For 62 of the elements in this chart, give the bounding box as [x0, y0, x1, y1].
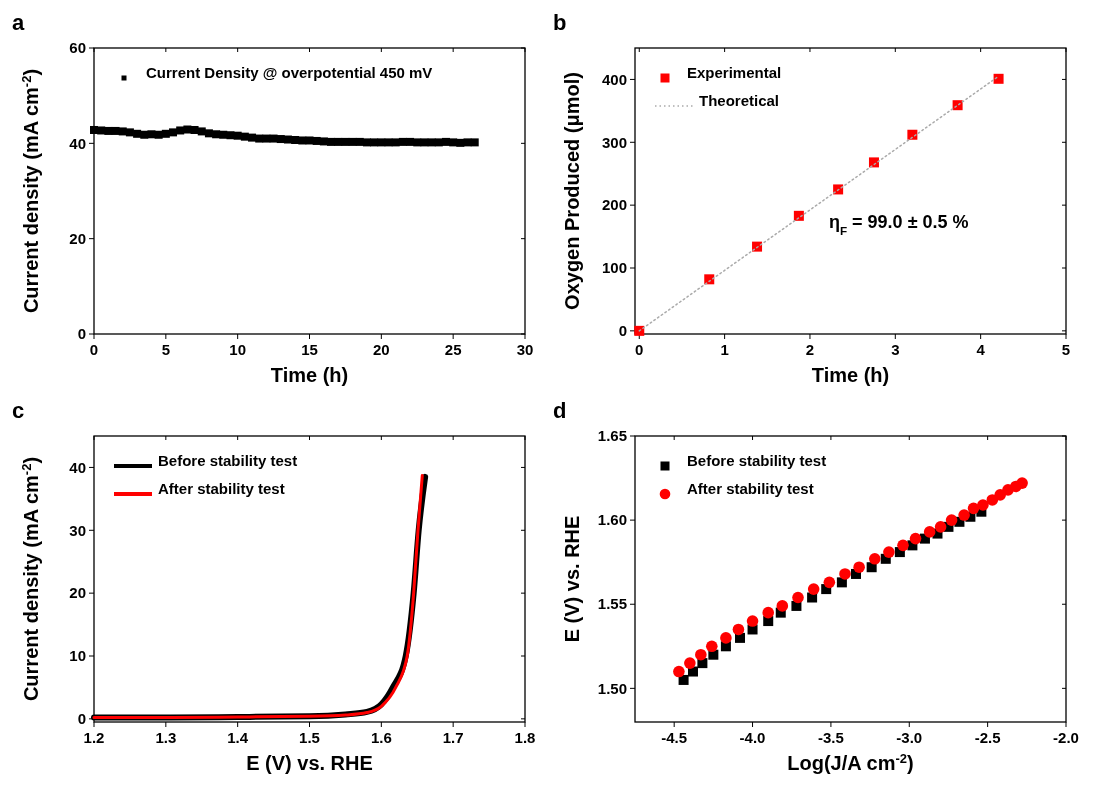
- x-tick-label: -3.0: [896, 729, 923, 746]
- x-tick-label: 1.5: [299, 729, 320, 746]
- y-tick-label: 20: [69, 584, 86, 602]
- x-tick-label: 1.7: [442, 729, 464, 746]
- x-axis-title: Time (h): [270, 364, 349, 386]
- chart-title: a: [12, 10, 25, 35]
- y-tick-label: 400: [601, 70, 627, 88]
- x-tick-label: 1.3: [155, 729, 177, 746]
- y-tick-label: 300: [601, 133, 627, 151]
- legend-label: Theoretical: [699, 92, 780, 109]
- y-tick-label: 1.65: [597, 427, 627, 445]
- y-tick-label: 1.50: [597, 679, 627, 697]
- y-tick-label: 1.60: [597, 511, 627, 529]
- x-tick-label: -2.5: [974, 729, 1001, 746]
- x-tick-label: -4.5: [661, 729, 688, 746]
- legend-label: Experimental: [687, 64, 782, 81]
- y-tick-label: 40: [69, 134, 86, 152]
- x-axis-title: Log(J/A cm$^{-2}$): [787, 750, 914, 774]
- y-tick-label: 100: [601, 259, 627, 277]
- x-tick-label: 25: [444, 341, 462, 358]
- x-axis-title: Time (h): [811, 364, 890, 386]
- y-tick-label: 60: [69, 39, 86, 57]
- x-tick-label: 1.6: [370, 729, 392, 746]
- x-tick-label: 1.4: [227, 729, 249, 746]
- y-axis-title: E (V) vs. RHE: [561, 515, 583, 643]
- legend-label: Before stability test: [158, 452, 298, 469]
- x-tick-label: 0: [635, 341, 644, 358]
- x-tick-label: 1: [720, 341, 729, 358]
- x-tick-label: 0: [89, 341, 99, 358]
- x-tick-label: 2: [805, 341, 815, 358]
- x-tick-label: 20: [372, 341, 390, 358]
- x-tick-label: 5: [1061, 341, 1071, 358]
- x-tick-label: -2.0: [1053, 729, 1079, 746]
- y-tick-label: 30: [69, 521, 86, 539]
- x-tick-label: 4: [976, 341, 986, 358]
- chart-title: b: [553, 10, 567, 35]
- y-tick-label: 1.55: [597, 595, 627, 613]
- legend-label: Before stability test: [687, 452, 827, 469]
- x-tick-label: 30: [516, 341, 534, 358]
- x-tick-label: -4.0: [739, 729, 766, 746]
- x-tick-label: 3: [891, 341, 900, 358]
- legend-label: Current Density @ overpotential 450 mV: [146, 64, 433, 81]
- x-tick-label: 5: [161, 341, 171, 358]
- y-tick-label: 0: [618, 322, 627, 340]
- x-tick-label: 15: [301, 341, 318, 358]
- x-tick-label: 1.2: [83, 729, 105, 746]
- legend-label: After stability test: [687, 480, 814, 497]
- y-tick-label: 20: [69, 229, 86, 247]
- y-tick-label: 0: [77, 710, 86, 728]
- y-axis-title: Oxygen Produced (μmol): [561, 72, 583, 310]
- y-tick-label: 0: [77, 325, 86, 343]
- y-tick-label: 200: [601, 196, 627, 214]
- chart-title: d: [553, 398, 567, 423]
- y-tick-label: 40: [69, 458, 86, 476]
- x-tick-label: 1.8: [514, 729, 536, 746]
- legend-label: After stability test: [158, 480, 285, 497]
- x-tick-label: -3.5: [817, 729, 844, 746]
- x-axis-title: E (V) vs. RHE: [246, 752, 373, 774]
- x-tick-label: 10: [229, 341, 247, 358]
- annotation: η$_{F}$ = 99.0 ± 0.5 %: [828, 212, 969, 237]
- y-tick-label: 10: [69, 647, 86, 665]
- chart-title: c: [12, 398, 25, 423]
